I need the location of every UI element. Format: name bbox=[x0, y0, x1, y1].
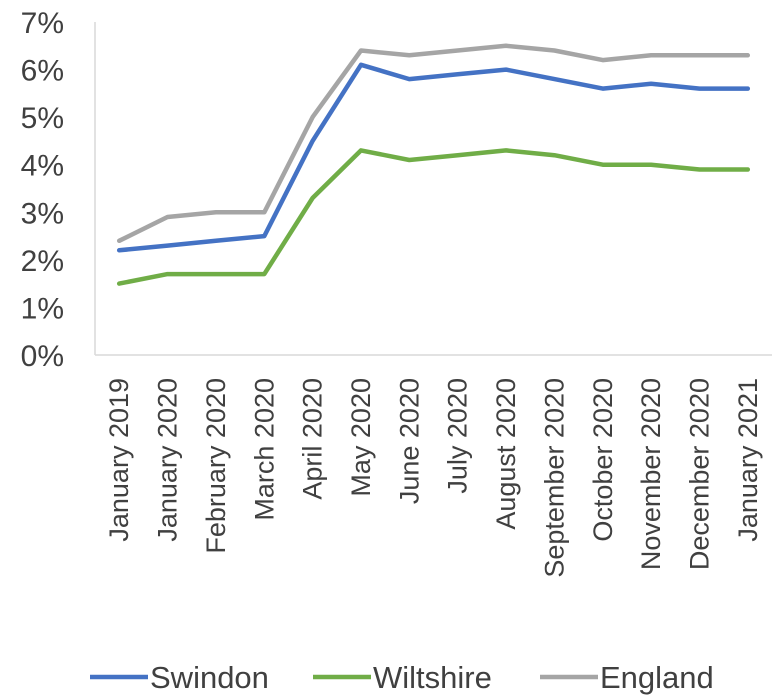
x-axis-ticks: January 2019 January 2020 February 2020 Mar… bbox=[104, 378, 763, 578]
series-lines bbox=[116, 43, 751, 286]
series-line-swindon bbox=[116, 62, 751, 253]
legend-label: Swindon bbox=[150, 660, 269, 695]
x-tick-label: February 2020 bbox=[201, 378, 231, 554]
y-tick-label: 0% bbox=[21, 340, 64, 373]
x-tick-label: January 2019 bbox=[104, 378, 134, 542]
x-tick-label: September 2020 bbox=[539, 378, 569, 578]
chart-axes bbox=[94, 22, 772, 356]
legend-label: Wiltshire bbox=[373, 660, 492, 695]
x-tick-label: January 2021 bbox=[733, 378, 763, 542]
legend: Swindon Wiltshire England bbox=[90, 660, 714, 695]
x-tick-label: May 2020 bbox=[346, 378, 376, 497]
y-tick-label: 3% bbox=[21, 197, 64, 230]
x-tick-label: July 2020 bbox=[443, 378, 473, 494]
x-tick-label: December 2020 bbox=[684, 378, 714, 570]
x-tick-label: April 2020 bbox=[298, 378, 328, 500]
x-tick-label: November 2020 bbox=[636, 378, 666, 570]
x-tick-label: March 2020 bbox=[249, 378, 279, 521]
y-tick-label: 6% bbox=[21, 55, 64, 88]
series-line-england bbox=[116, 43, 751, 244]
x-tick-label: June 2020 bbox=[394, 378, 424, 504]
legend-label: England bbox=[600, 660, 714, 695]
x-tick-label: January 2020 bbox=[153, 378, 183, 542]
y-tick-label: 2% bbox=[21, 245, 64, 278]
y-tick-label: 4% bbox=[21, 150, 64, 183]
y-tick-label: 5% bbox=[21, 102, 64, 135]
y-axis-ticks: 0% 1% 2% 3% 4% 5% 6% 7% bbox=[21, 7, 64, 373]
y-tick-label: 7% bbox=[21, 7, 64, 40]
x-tick-label: August 2020 bbox=[491, 378, 521, 530]
series-line-wiltshire bbox=[116, 148, 751, 286]
x-tick-label: October 2020 bbox=[588, 378, 618, 542]
y-tick-label: 1% bbox=[21, 292, 64, 325]
